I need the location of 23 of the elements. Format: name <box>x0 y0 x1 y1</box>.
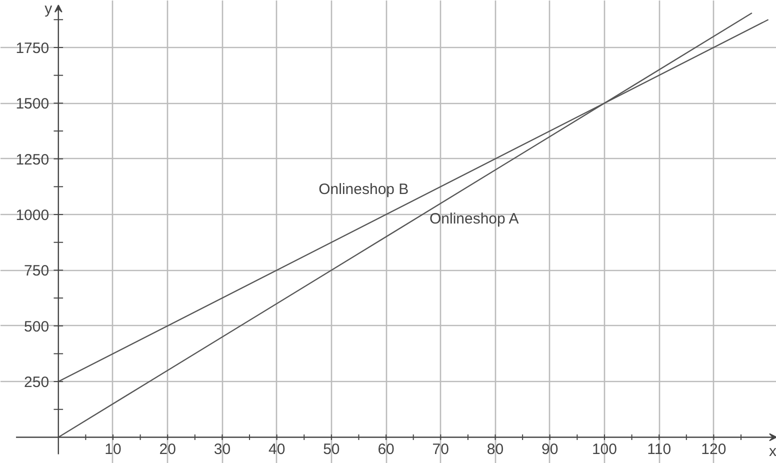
x-tick-label: 110 <box>647 440 672 458</box>
x-tick-label: 60 <box>378 440 394 458</box>
x-tick-label: 30 <box>214 440 231 458</box>
x-tick-label: 40 <box>268 440 286 458</box>
y-tick-label: 1750 <box>16 40 50 57</box>
y-tick-label: 500 <box>24 318 50 336</box>
y-tick-label: 750 <box>24 262 50 280</box>
series-label: Onlineshop B <box>318 180 409 198</box>
y-tick-label: 1250 <box>16 151 50 168</box>
x-tick-label: 50 <box>323 440 340 458</box>
x-axis-title: x <box>769 442 776 460</box>
x-tick-label: 80 <box>486 440 504 458</box>
x-tick-label: 90 <box>542 440 558 458</box>
x-tick-label: 100 <box>592 440 617 458</box>
y-tick-label: 250 <box>24 374 50 392</box>
x-tick-label: 20 <box>159 440 176 458</box>
y-axis-title: y <box>44 0 53 18</box>
y-tick-label: 1000 <box>16 207 50 224</box>
x-tick-label: 120 <box>701 440 726 458</box>
series-label: Onlineshop A <box>429 210 519 228</box>
x-tick-label: 10 <box>104 440 122 458</box>
x-tick-label: 70 <box>432 440 449 458</box>
y-tick-label: 1500 <box>16 96 50 113</box>
